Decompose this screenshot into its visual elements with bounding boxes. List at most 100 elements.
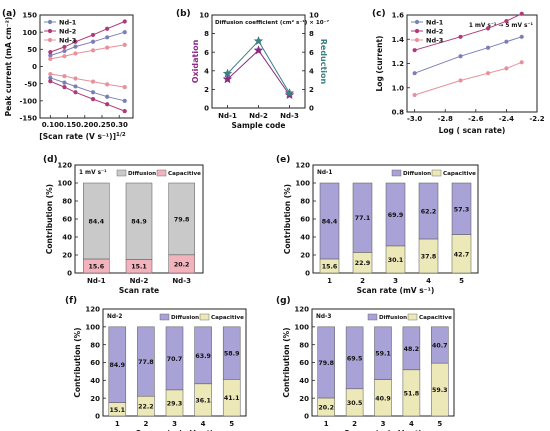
bar-label-diffusion: 77.1 [355, 215, 371, 222]
y-tick-label: -150 [19, 115, 37, 123]
data-point-star [253, 45, 264, 55]
chart-g: (g) 0 20 40 60 80 100 120 20.2 79.8 1 30.5 69.5 2 40.9… [276, 296, 455, 431]
data-point [48, 53, 53, 58]
bar-label-diffusion: 79.8 [318, 360, 334, 367]
y-axis-label: Contribution (%) [282, 327, 291, 397]
data-point [504, 18, 509, 24]
y-tick-label: 100 [85, 323, 100, 331]
legend-label: Capacitive [443, 171, 476, 177]
panel-label: (g) [276, 296, 291, 306]
data-point [458, 54, 463, 59]
data-point [105, 94, 110, 99]
category-label: 4 [426, 277, 431, 285]
legend-swatch-capacitive [156, 169, 167, 177]
y-tick-label: 0 [204, 105, 209, 113]
bar-label-diffusion: 58.9 [224, 351, 240, 358]
legend-label: Capacitive [419, 315, 452, 321]
bar-label-capacitive: 22.2 [138, 404, 154, 411]
x-axis-label: Scan rate (mV s⁻¹) [136, 429, 214, 431]
bar-diffusion [108, 326, 127, 403]
legend-label: Capacitive [211, 315, 244, 321]
panel-label: (c) [372, 9, 386, 19]
category-label: 5 [229, 420, 234, 428]
x-tick-label: 0.20 [76, 121, 93, 129]
y-tick-label: 0 [67, 270, 72, 278]
data-point [62, 74, 67, 79]
y-tick-label: 0 [305, 270, 310, 278]
bar-label-diffusion: 84.4 [89, 218, 105, 225]
y-tick-label: 80 [62, 198, 72, 206]
y-tick-label: 20 [299, 395, 309, 403]
data-point [62, 80, 67, 85]
chart-e: (e) 0 20 40 60 80 100 120 15.6 84.4 1 22.9 77.1 2 30.1… [276, 155, 479, 295]
category-label: Nd-2 [130, 277, 149, 285]
data-point-star [222, 68, 233, 78]
data-point-star [284, 88, 295, 98]
bar-label-capacitive: 15.6 [89, 263, 105, 270]
panel-label: (e) [276, 155, 290, 165]
bar-diffusion [431, 326, 449, 364]
y-tick-label: 40 [90, 377, 100, 385]
bar-label-diffusion: 79.8 [174, 216, 190, 223]
legend-swatch-diffusion [391, 169, 402, 177]
series-line-nd-2 [50, 21, 125, 53]
y-tick-label: 100 [295, 180, 310, 188]
data-point [90, 32, 96, 38]
y-axis-label: Log (current) [375, 36, 384, 92]
y-tick-label-right: 2 [309, 86, 314, 94]
x-tick-label: -2.4 [499, 115, 514, 123]
legend-marker [47, 19, 53, 25]
data-point [48, 79, 53, 84]
data-point [73, 44, 78, 49]
bar-diffusion [402, 326, 421, 371]
category-label: 1 [115, 420, 120, 428]
data-point [105, 45, 110, 50]
y-axis-label: Contribution (%) [73, 327, 82, 397]
legend-marker [414, 37, 420, 43]
x-axis-label: Log ( scan rate) [439, 126, 506, 135]
legend-marker [47, 28, 53, 34]
data-point [519, 11, 524, 16]
legend-marker [47, 37, 53, 43]
x-axis-label-sup: 1/2 [116, 132, 126, 138]
bar-diffusion [194, 326, 212, 385]
category-label: 5 [459, 277, 464, 285]
x-tick-label: 0.25 [93, 121, 110, 129]
y-tick-label: 0 [304, 413, 309, 421]
y-tick-label: 20 [90, 395, 100, 403]
data-point [73, 39, 78, 44]
legend-label: Nd-1 [426, 19, 444, 27]
bar-label-capacitive: 15.6 [322, 263, 338, 270]
bar-label-capacitive: 36.1 [195, 397, 211, 404]
data-point [73, 51, 78, 56]
y-tick-label: 1.6 [392, 12, 405, 20]
legend-label: Diffusion [128, 171, 156, 177]
category-label: 3 [381, 420, 386, 428]
y-tick-label: 0 [32, 63, 37, 71]
bar-diffusion [125, 182, 153, 260]
bar-label-capacitive: 30.1 [388, 257, 404, 264]
bar-diffusion [165, 326, 184, 391]
bar-label-diffusion: 70.7 [167, 356, 183, 363]
bar-diffusion [319, 182, 340, 260]
data-point-star [222, 74, 233, 84]
y-tick-label: 40 [300, 234, 310, 242]
data-point [485, 71, 491, 76]
bar-label-diffusion: 77.8 [138, 359, 154, 366]
data-point [122, 85, 127, 90]
category-label: Nd-1 [87, 277, 106, 285]
bar-diffusion [222, 326, 241, 380]
category-label: Nd-3 [172, 277, 191, 285]
y-tick-label-right: 0 [309, 105, 314, 113]
data-point [90, 79, 96, 84]
category-label: 1 [324, 420, 329, 428]
bar-label-diffusion: 62.2 [421, 208, 437, 215]
legend-label: Diffusion [171, 315, 199, 321]
bar-label-diffusion: 40.7 [432, 342, 448, 349]
bar-diffusion [317, 326, 335, 399]
y-axis-label: Contribution (%) [283, 184, 292, 254]
y-tick-label: 50 [27, 46, 37, 54]
plot-frame [39, 14, 134, 119]
data-point [62, 48, 67, 54]
